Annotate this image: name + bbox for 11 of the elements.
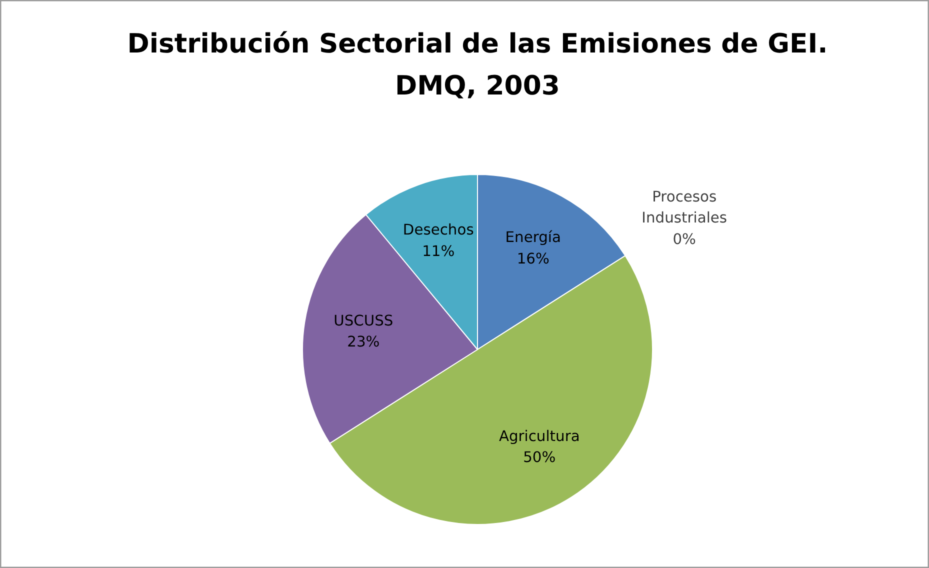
data-label: 16% [516,250,550,268]
text: 0% [672,230,696,248]
slice-label: Agricultura [498,428,580,445]
slice-label: Energía [505,229,561,246]
chart-title: Distribución Sectorial de las Emisiones de GEI. DMQ, 2003 [127,28,828,102]
category-label: Procesos Industriales [642,188,728,227]
data-label: 11% [422,242,455,260]
slice-label: USCUSS [334,312,394,330]
data-label: 23% [347,334,380,351]
data-label: 50% [523,449,556,466]
slice-label: Desechos [402,222,474,239]
